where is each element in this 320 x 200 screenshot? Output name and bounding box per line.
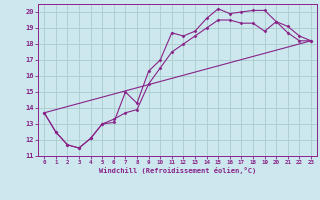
X-axis label: Windchill (Refroidissement éolien,°C): Windchill (Refroidissement éolien,°C) — [99, 167, 256, 174]
